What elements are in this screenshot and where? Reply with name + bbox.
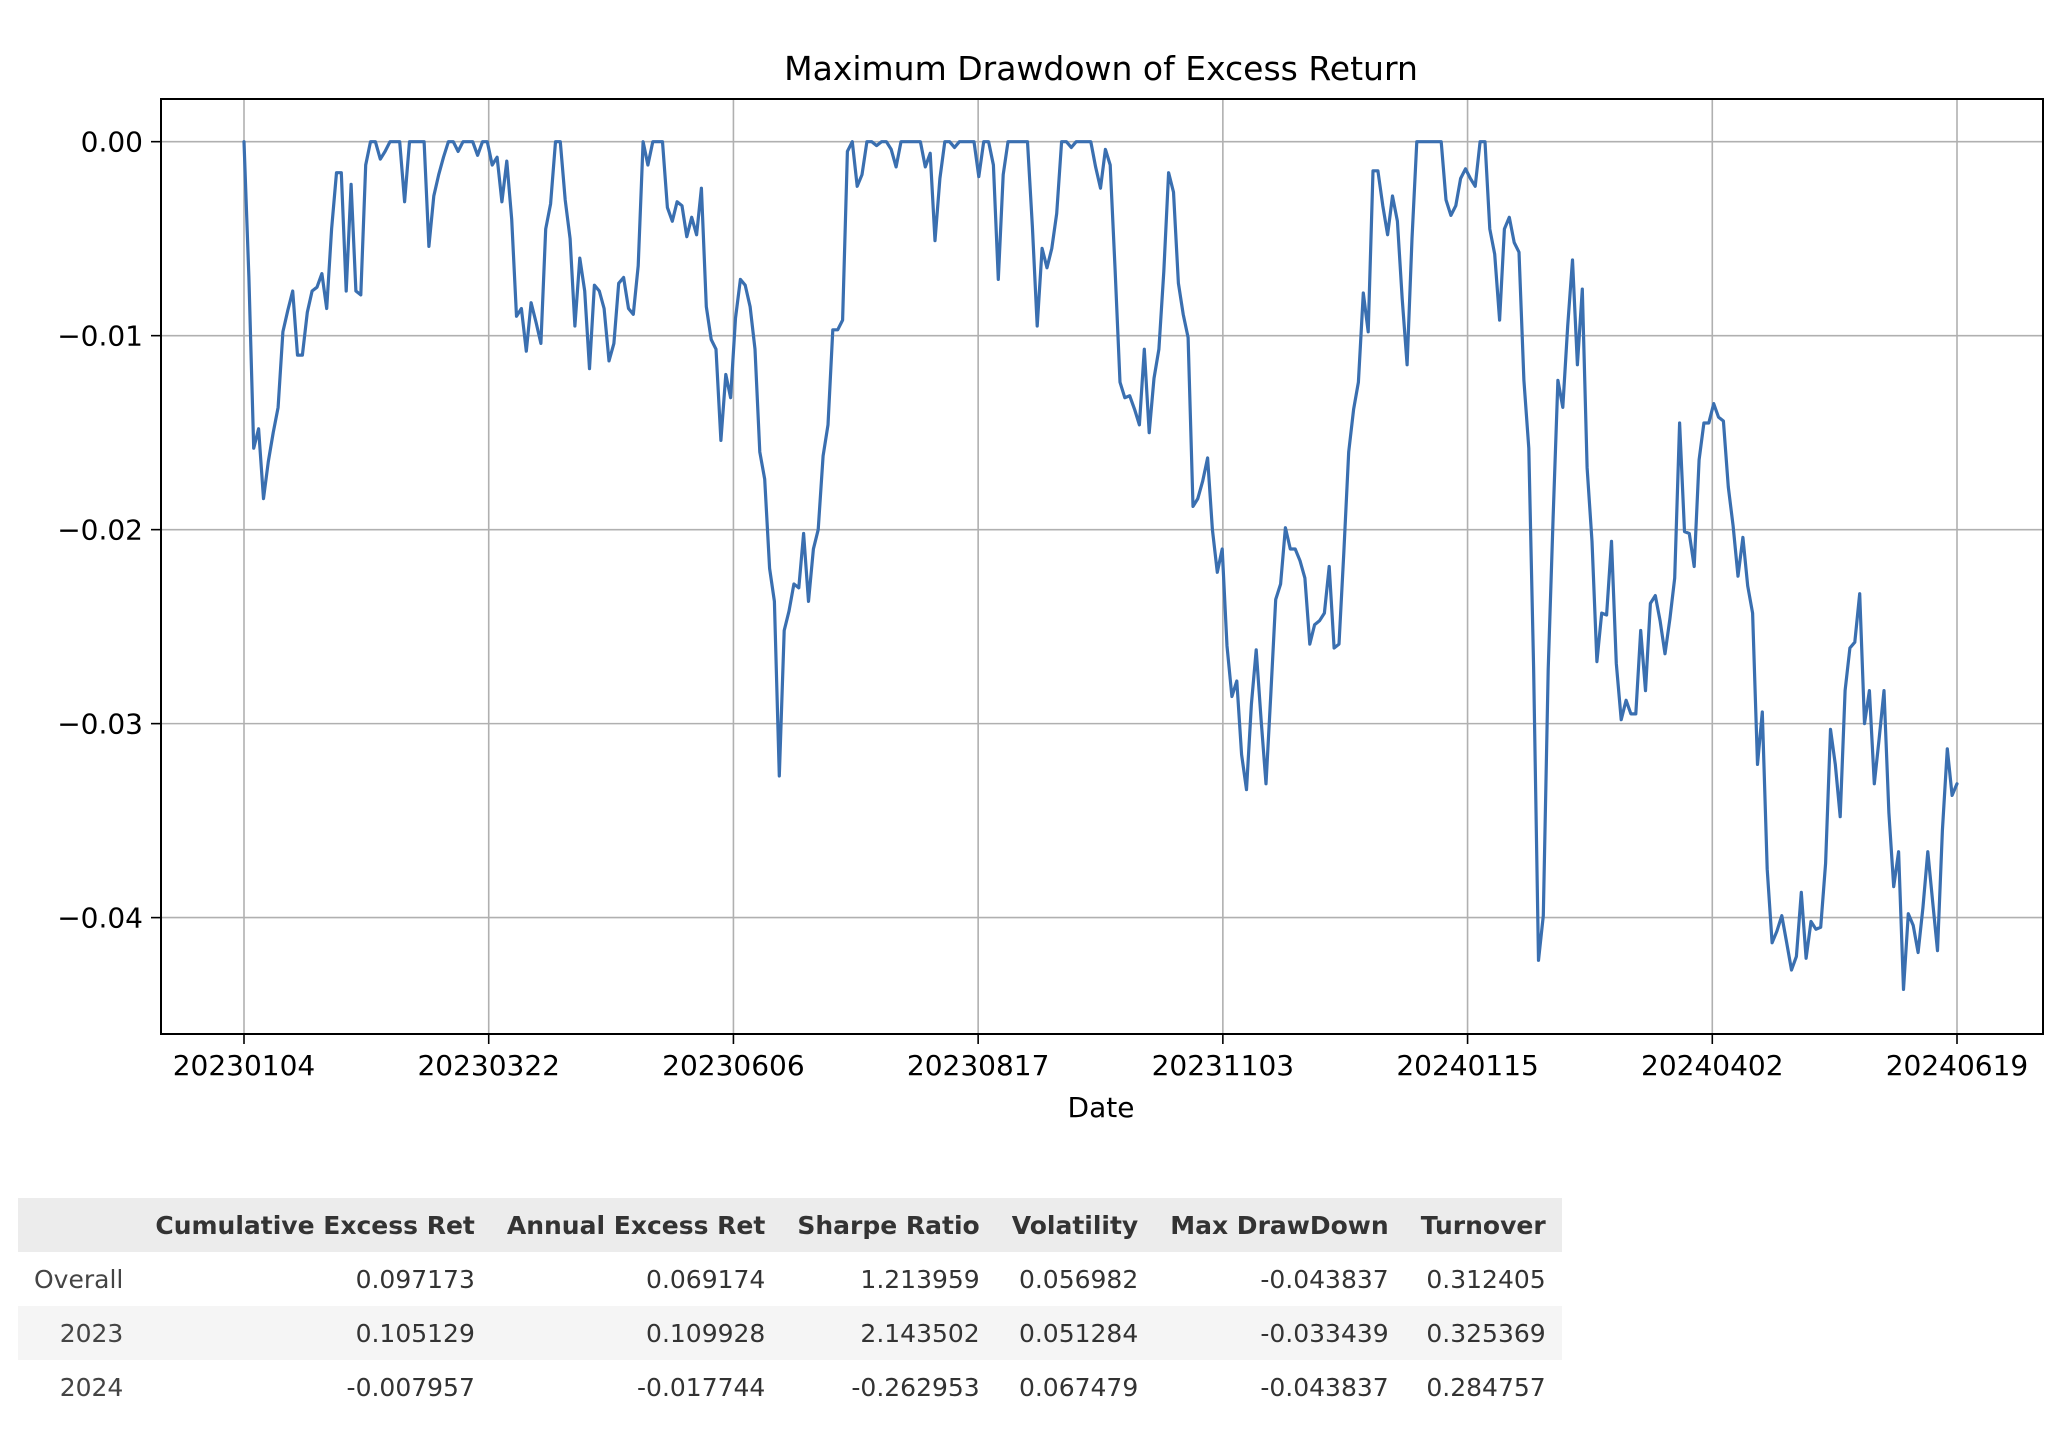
table-cell: 1.213959 [860, 1264, 980, 1294]
x-tick-label: 20240619 [1886, 1049, 2029, 1082]
table-cell: -0.043837 [1260, 1372, 1389, 1402]
series-group [242, 140, 1959, 991]
table-cell: 0.109928 [646, 1318, 766, 1348]
table-header-volatility: Volatility [1011, 1210, 1139, 1240]
x-tick-label: 20230322 [417, 1049, 560, 1082]
table-row-label: 2023 [59, 1318, 124, 1348]
y-tick-label: 0.00 [81, 126, 143, 159]
table-cell: 2.143502 [860, 1318, 980, 1348]
table-header-annual-excess-ret: Annual Excess Ret [506, 1210, 766, 1240]
x-tick-label: 20230104 [173, 1049, 316, 1082]
x-tick-label: 20230606 [662, 1049, 805, 1082]
table-cell: -0.262953 [851, 1372, 980, 1402]
table-cell: 0.105129 [355, 1318, 475, 1348]
drawdown-series-line [242, 140, 1959, 991]
drawdown-chart: Maximum Drawdown of Excess Return 0.00 −0… [57, 49, 2044, 1124]
x-axis-label: Date [1068, 1091, 1135, 1124]
y-tick-label: −0.04 [57, 902, 143, 935]
table-row-label: Overall [34, 1264, 124, 1294]
table-row: Overall 0.097173 0.069174 1.213959 0.056… [18, 1252, 1562, 1306]
table-cell: 0.069174 [646, 1264, 766, 1294]
table-cell: 0.325369 [1426, 1318, 1546, 1348]
table-row: 2024 -0.007957 -0.017744 -0.262953 0.067… [18, 1360, 1562, 1414]
table-header-turnover: Turnover [1420, 1210, 1546, 1240]
table-cell: 0.051284 [1018, 1318, 1139, 1348]
table-cell: -0.017744 [637, 1372, 766, 1402]
table-header-cumulative-excess-ret: Cumulative Excess Ret [155, 1210, 475, 1240]
y-tick-label: −0.03 [57, 708, 143, 741]
table-row-label: 2024 [59, 1372, 124, 1402]
x-tick-label: 20231103 [1152, 1049, 1295, 1082]
grid-lines [161, 99, 2043, 1034]
table-header-max-drawdown: Max DrawDown [1170, 1210, 1389, 1240]
table-cell: 0.312405 [1426, 1264, 1546, 1294]
x-tick-label: 20240402 [1641, 1049, 1784, 1082]
x-tick-label: 20230817 [907, 1049, 1050, 1082]
table-cell: 0.056982 [1018, 1264, 1139, 1294]
table-row: 2023 0.105129 0.109928 2.143502 0.051284… [18, 1306, 1562, 1360]
table-header-row: Cumulative Excess Ret Annual Excess Ret … [18, 1198, 1562, 1252]
table-cell: -0.043837 [1260, 1264, 1389, 1294]
table-header-corner [18, 1198, 139, 1252]
table-cell: 0.284757 [1426, 1372, 1546, 1402]
y-tick-label: −0.01 [57, 320, 143, 353]
table-cell: 0.097173 [355, 1264, 475, 1294]
chart-title: Maximum Drawdown of Excess Return [784, 49, 1418, 88]
plot-frame [160, 98, 2044, 1035]
x-tick-label: 20240115 [1396, 1049, 1539, 1082]
table-cell: -0.033439 [1260, 1318, 1389, 1348]
table-cell: 0.067479 [1018, 1372, 1139, 1402]
table-cell: -0.007957 [346, 1372, 475, 1402]
x-axis-ticks: 20230104 20230322 20230606 20230817 20231103… [173, 1034, 2029, 1082]
y-tick-label: −0.02 [57, 514, 143, 547]
table-header-sharpe-ratio: Sharpe Ratio [797, 1210, 980, 1240]
stats-table: Cumulative Excess Ret Annual Excess Ret … [18, 1198, 1562, 1414]
y-axis-ticks: 0.00 −0.01 −0.02 −0.03 −0.04 [57, 126, 161, 935]
